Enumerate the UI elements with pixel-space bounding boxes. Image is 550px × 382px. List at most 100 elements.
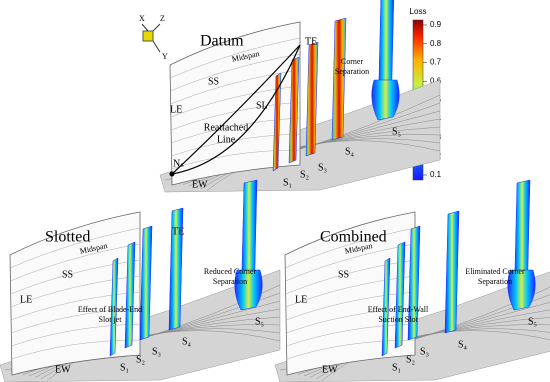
station-plane [124, 241, 136, 349]
station-label: S₁ [392, 362, 401, 373]
blade-line [11, 339, 141, 360]
panel-title: Datum [200, 33, 244, 50]
effect-annotation: Suction Slot [378, 315, 418, 324]
blade-line [11, 323, 141, 347]
blade-line [285, 227, 416, 269]
blade-line [170, 69, 301, 105]
panel: S₁S₂S₃S₄S₅SlottedMidspanTESSLEEWReduced … [0, 179, 281, 382]
end-wall-line [321, 330, 550, 381]
separation-line [171, 44, 301, 175]
le-label: LE [170, 104, 182, 115]
blade-line [170, 101, 301, 131]
ew-label: EW [55, 364, 71, 375]
ss-label: SS [208, 76, 219, 87]
triad-y: Y [162, 52, 168, 61]
colorbar-tick-label: 0.6 [430, 76, 442, 85]
le-label: LE [20, 294, 32, 305]
end-wall-line [46, 330, 281, 381]
reattached-label: Reattached [204, 122, 248, 133]
station-label: S₂ [136, 354, 145, 365]
triad-axis [141, 23, 149, 32]
station-plane [139, 225, 153, 341]
blade-line [171, 133, 301, 157]
te-label: TE [305, 36, 317, 47]
sl-label: SL [256, 100, 268, 111]
annotation: Separation [213, 277, 247, 286]
triad-axis [152, 40, 161, 53]
station-label: S₃ [318, 162, 327, 173]
node-label: Nₛ [173, 158, 184, 169]
annotation: Eliminated Corner [465, 267, 525, 276]
colorbar-tick-label: 0.9 [430, 20, 442, 29]
station-label: S₂ [406, 354, 415, 365]
station-plane [407, 225, 421, 341]
ew-label: EW [192, 179, 208, 190]
saddle-node [169, 171, 175, 177]
annotation: Corner [341, 57, 364, 66]
blade-line [10, 227, 141, 269]
blade-line [170, 37, 301, 79]
blade-line [10, 275, 141, 308]
station-label: S₅ [528, 316, 537, 327]
colorbar-title: Loss [410, 7, 427, 16]
end-wall-line [40, 328, 281, 380]
effect-annotation: Effect of End-Wall [368, 305, 429, 314]
ss-label: SS [62, 269, 73, 280]
station-plane [331, 17, 347, 141]
blade-surface [9, 211, 141, 376]
blade-line [170, 85, 301, 118]
annotation: Separation [335, 67, 369, 76]
station-plane [288, 56, 300, 164]
station-foot [507, 269, 536, 311]
blade-line [11, 307, 141, 334]
colorbar-tick-label: 0.7 [430, 58, 442, 67]
panel-title: Combined [320, 229, 387, 246]
triad-axis [152, 23, 161, 32]
station-label: S₄ [458, 339, 468, 350]
station-plane [272, 72, 282, 172]
ss-label: SS [338, 269, 349, 280]
panel: S₁S₂S₃S₄S₅CombinedMidspanSSLEEWEliminate… [274, 179, 550, 382]
station-plane [305, 41, 319, 157]
station-foot [371, 79, 400, 121]
annotation: Separation [478, 277, 512, 286]
station-label: S₅ [392, 126, 401, 137]
station-label: S₄ [182, 336, 192, 347]
effect-annotation: Effect of Blade-End [78, 305, 142, 314]
blade-line [171, 149, 301, 170]
station-label: S₁ [120, 362, 129, 373]
te-label: TE [172, 226, 184, 237]
triad-cube [142, 30, 154, 42]
station-label: S₅ [255, 316, 264, 327]
station-plane [394, 241, 406, 349]
effect-annotation: Slot jet [99, 315, 123, 324]
station-label: S₂ [300, 169, 309, 180]
triad-x: X [139, 14, 145, 23]
station-label: S₃ [420, 346, 429, 357]
colorbar-tick-label: 0.8 [430, 39, 442, 48]
panel: S₁S₂S₃S₄S₅DatumMidspanTESSLEEWCornerSepa… [159, 0, 441, 193]
annotation: Reduced Corner [204, 267, 257, 276]
station-plane [381, 257, 391, 357]
station-plane [109, 257, 119, 357]
reattached-line [171, 44, 301, 175]
blade-line [10, 291, 141, 321]
triad: X Y Z [139, 14, 168, 61]
triad-z: Z [160, 14, 165, 23]
end-wall-line [315, 328, 550, 380]
blade-line [10, 259, 141, 295]
panel-title: Slotted [45, 229, 90, 246]
station-foot [234, 269, 263, 311]
station-plane [444, 210, 460, 334]
station-label: S₃ [152, 346, 161, 357]
station-label: S₁ [283, 177, 292, 188]
blade-line [171, 117, 301, 144]
station-plane [168, 207, 184, 331]
colorbar-tick-label: 0.1 [430, 170, 442, 179]
station-label: S₄ [345, 146, 355, 157]
blade-line [10, 243, 141, 282]
blade-line [170, 53, 301, 92]
reattached-label: Line [217, 134, 236, 145]
ew-label: EW [322, 364, 338, 375]
